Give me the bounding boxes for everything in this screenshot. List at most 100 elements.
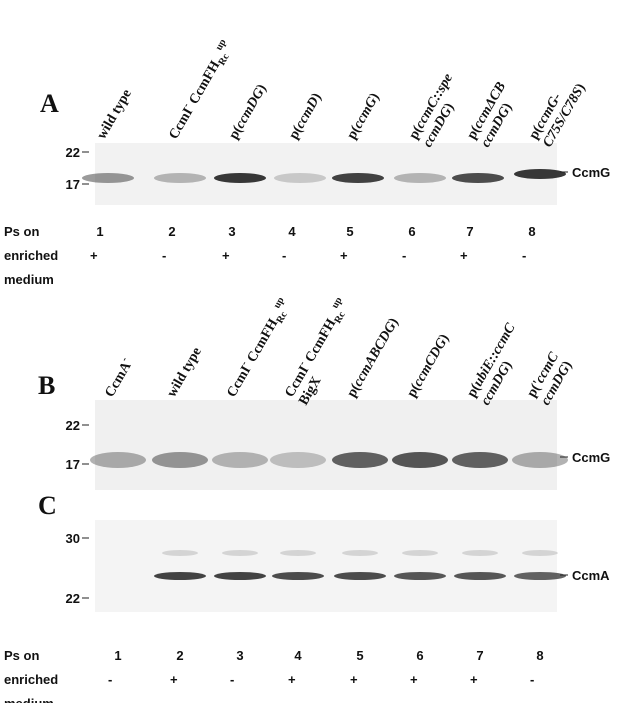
band [152, 452, 208, 468]
figure: Awild typeCcmI- CcmFHRcupp(ccmDG)p(ccmD)… [0, 0, 633, 703]
lane-number: 3 [236, 648, 243, 663]
label-segment: ccmCDG [411, 336, 450, 389]
band [154, 173, 206, 183]
band [454, 572, 506, 580]
band [462, 550, 498, 556]
sign: - [522, 248, 526, 263]
lane-label-line: p(ccmG) [344, 90, 382, 142]
lane-label: CcmA- [100, 355, 136, 400]
label-segment: wild type [94, 87, 134, 142]
band [452, 173, 504, 183]
lane-number: 1 [96, 224, 103, 239]
label-segment: CcmFH [301, 316, 340, 368]
sign: + [350, 672, 358, 687]
band [332, 452, 388, 468]
marker-label: 22 [66, 418, 80, 433]
label-segment: up [272, 295, 287, 311]
lane-label-line: wild type [164, 345, 204, 400]
band [222, 550, 258, 556]
lane-label: wild type [164, 345, 204, 400]
blot-b [95, 400, 557, 490]
band [332, 173, 384, 183]
ps-label: medium [4, 696, 54, 703]
blot-c [95, 520, 557, 612]
lane-number: 8 [528, 224, 535, 239]
sign: + [340, 248, 348, 263]
lane-label: p(ccmD) [286, 90, 324, 142]
label-segment: up [214, 37, 229, 53]
label-segment: up [330, 295, 345, 311]
lane-number: 2 [168, 224, 175, 239]
ps-label: medium [4, 272, 54, 287]
band [452, 452, 508, 468]
label-segment: CcmFH [243, 316, 282, 368]
ps-label: enriched [4, 672, 58, 687]
lane-label: p(ccmCDG) [404, 332, 452, 400]
label-segment: CcmI [166, 106, 196, 142]
sign: + [460, 248, 468, 263]
lane-label: CcmI- CcmFHRcup [164, 37, 238, 144]
lane-number: 5 [346, 224, 353, 239]
sign: + [410, 672, 418, 687]
lane-number: 4 [288, 224, 296, 239]
ps-label: Ps on [4, 648, 39, 663]
label-segment: CcmFH [185, 58, 224, 110]
lane-number: 1 [114, 648, 121, 663]
lane-number: 8 [536, 648, 543, 663]
lane-label-line: p(ccmCDG) [404, 332, 452, 400]
band [342, 550, 378, 556]
band [394, 173, 446, 183]
band [394, 572, 446, 580]
sign: - [402, 248, 406, 263]
band [270, 452, 326, 468]
sign: - [530, 672, 534, 687]
lane-number: 6 [416, 648, 423, 663]
lane-label-line: p(ccmABCDG) [344, 315, 401, 400]
ps-label: enriched [4, 248, 58, 263]
lane-number: 6 [408, 224, 415, 239]
ps-label: Ps on [4, 224, 39, 239]
band [212, 452, 268, 468]
panel-letter: C [38, 491, 57, 520]
panel-letter: B [38, 371, 55, 400]
marker-label: 17 [66, 457, 80, 472]
sign: + [170, 672, 178, 687]
band [402, 550, 438, 556]
band [154, 572, 206, 580]
sign: + [288, 672, 296, 687]
lane-label: p(ccmDG) [226, 82, 269, 142]
band [272, 572, 324, 580]
lane-label: p(ccmABCDG) [344, 315, 401, 400]
marker-label: 30 [66, 531, 80, 546]
sign: + [90, 248, 98, 263]
band [514, 572, 566, 580]
label-segment: ccmDG [233, 86, 268, 131]
lane-label-line: CcmA- [100, 355, 136, 400]
lane-label-line: wild type [94, 87, 134, 142]
band [514, 169, 566, 179]
band [392, 452, 448, 468]
sign: - [282, 248, 286, 263]
sign: - [162, 248, 166, 263]
marker-label: 22 [66, 145, 80, 160]
lane-label: CcmI- CcmFHRcup [222, 295, 296, 402]
sign: - [108, 672, 112, 687]
protein-label: CcmG [572, 165, 610, 180]
lane-label-line: p(ccmD) [286, 90, 324, 142]
label-segment: CcmA [102, 359, 134, 400]
sign: + [470, 672, 478, 687]
lane-number: 3 [228, 224, 235, 239]
label-segment: ccmABCDG [351, 320, 400, 389]
marker-label: 22 [66, 591, 80, 606]
lane-label: p(ccmG-C75S/C78S) [526, 73, 588, 150]
lane-number: 4 [294, 648, 302, 663]
label-segment: wild type [164, 345, 204, 400]
band [274, 173, 326, 183]
band [214, 572, 266, 580]
protein-label: CcmG [572, 450, 610, 465]
lane-number: 2 [176, 648, 183, 663]
protein-label: CcmA [572, 568, 610, 583]
lane-label: wild type [94, 87, 134, 142]
